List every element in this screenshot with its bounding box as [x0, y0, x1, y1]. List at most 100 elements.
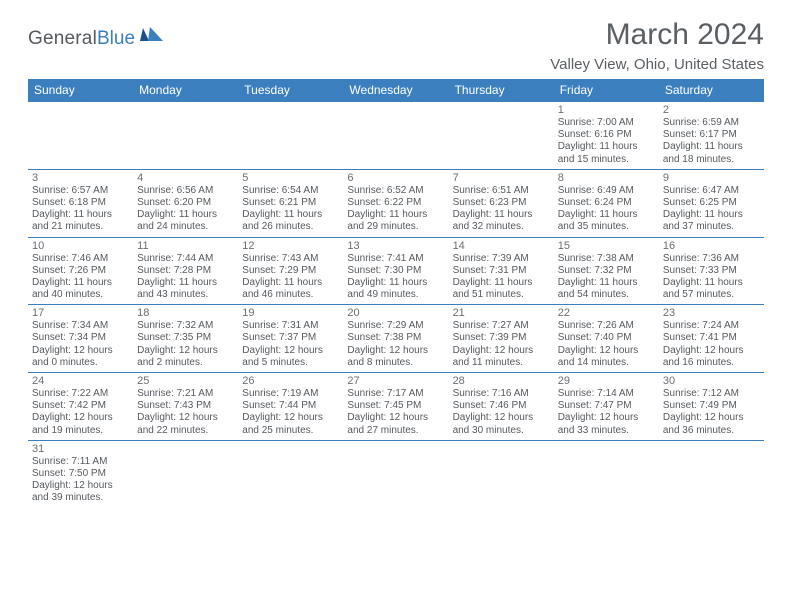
calendar-day-cell: 24Sunrise: 7:22 AMSunset: 7:42 PMDayligh…: [28, 373, 133, 441]
daylight-line-2: and 54 minutes.: [558, 289, 655, 301]
sunset-line: Sunset: 7:43 PM: [137, 400, 234, 412]
daylight-line-1: Daylight: 11 hours: [137, 277, 234, 289]
sunrise-line: Sunrise: 7:31 AM: [242, 320, 339, 332]
sunrise-line: Sunrise: 7:46 AM: [32, 253, 129, 265]
daylight-line-1: Daylight: 12 hours: [663, 345, 760, 357]
daylight-line-2: and 57 minutes.: [663, 289, 760, 301]
daylight-line-2: and 14 minutes.: [558, 357, 655, 369]
day-number: 11: [137, 240, 234, 252]
calendar-day-cell: 28Sunrise: 7:16 AMSunset: 7:46 PMDayligh…: [449, 373, 554, 441]
sunset-line: Sunset: 7:38 PM: [347, 332, 444, 344]
day-number: 2: [663, 104, 760, 116]
day-number: 26: [242, 375, 339, 387]
sunrise-line: Sunrise: 7:00 AM: [558, 117, 655, 129]
sunset-line: Sunset: 6:24 PM: [558, 197, 655, 209]
daylight-line-1: Daylight: 11 hours: [242, 277, 339, 289]
sunset-line: Sunset: 7:44 PM: [242, 400, 339, 412]
logo: General Blue: [28, 18, 164, 50]
calendar-empty-cell: [133, 440, 238, 507]
daylight-line-1: Daylight: 12 hours: [242, 412, 339, 424]
calendar-page: General Blue March 2024 Valley View, Ohi…: [0, 0, 792, 508]
sunrise-line: Sunrise: 7:16 AM: [453, 388, 550, 400]
sunrise-line: Sunrise: 7:44 AM: [137, 253, 234, 265]
sunrise-line: Sunrise: 6:54 AM: [242, 185, 339, 197]
calendar-day-cell: 10Sunrise: 7:46 AMSunset: 7:26 PMDayligh…: [28, 237, 133, 305]
calendar-day-cell: 31Sunrise: 7:11 AMSunset: 7:50 PMDayligh…: [28, 440, 133, 507]
sunset-line: Sunset: 7:47 PM: [558, 400, 655, 412]
daylight-line-2: and 29 minutes.: [347, 221, 444, 233]
day-header: Sunday: [28, 79, 133, 102]
daylight-line-1: Daylight: 12 hours: [347, 345, 444, 357]
calendar-day-cell: 11Sunrise: 7:44 AMSunset: 7:28 PMDayligh…: [133, 237, 238, 305]
sunrise-line: Sunrise: 6:59 AM: [663, 117, 760, 129]
sunrise-line: Sunrise: 7:27 AM: [453, 320, 550, 332]
day-number: 13: [347, 240, 444, 252]
calendar-day-cell: 26Sunrise: 7:19 AMSunset: 7:44 PMDayligh…: [238, 373, 343, 441]
daylight-line-2: and 11 minutes.: [453, 357, 550, 369]
calendar-empty-cell: [343, 440, 448, 507]
day-number: 17: [32, 307, 129, 319]
calendar-day-cell: 21Sunrise: 7:27 AMSunset: 7:39 PMDayligh…: [449, 305, 554, 373]
day-number: 19: [242, 307, 339, 319]
sunset-line: Sunset: 6:25 PM: [663, 197, 760, 209]
daylight-line-2: and 26 minutes.: [242, 221, 339, 233]
sunset-line: Sunset: 7:28 PM: [137, 265, 234, 277]
daylight-line-2: and 36 minutes.: [663, 425, 760, 437]
sunrise-line: Sunrise: 7:41 AM: [347, 253, 444, 265]
day-number: 21: [453, 307, 550, 319]
sunrise-line: Sunrise: 7:34 AM: [32, 320, 129, 332]
calendar-day-cell: 15Sunrise: 7:38 AMSunset: 7:32 PMDayligh…: [554, 237, 659, 305]
day-number: 9: [663, 172, 760, 184]
calendar-day-cell: 6Sunrise: 6:52 AMSunset: 6:22 PMDaylight…: [343, 169, 448, 237]
day-number: 20: [347, 307, 444, 319]
logo-word-general: General: [28, 28, 97, 50]
daylight-line-1: Daylight: 12 hours: [137, 345, 234, 357]
sunset-line: Sunset: 7:34 PM: [32, 332, 129, 344]
day-number: 31: [32, 443, 129, 455]
daylight-line-1: Daylight: 11 hours: [347, 209, 444, 221]
sunset-line: Sunset: 7:35 PM: [137, 332, 234, 344]
daylight-line-2: and 18 minutes.: [663, 154, 760, 166]
daylight-line-1: Daylight: 11 hours: [558, 209, 655, 221]
sunset-line: Sunset: 6:16 PM: [558, 129, 655, 141]
daylight-line-1: Daylight: 11 hours: [137, 209, 234, 221]
calendar-header-row: SundayMondayTuesdayWednesdayThursdayFrid…: [28, 79, 764, 102]
daylight-line-2: and 39 minutes.: [32, 492, 129, 504]
daylight-line-2: and 35 minutes.: [558, 221, 655, 233]
calendar-empty-cell: [659, 440, 764, 507]
day-number: 29: [558, 375, 655, 387]
logo-text: General Blue: [28, 28, 135, 50]
daylight-line-1: Daylight: 12 hours: [32, 412, 129, 424]
sunset-line: Sunset: 6:23 PM: [453, 197, 550, 209]
daylight-line-1: Daylight: 12 hours: [347, 412, 444, 424]
day-number: 3: [32, 172, 129, 184]
day-number: 10: [32, 240, 129, 252]
daylight-line-2: and 19 minutes.: [32, 425, 129, 437]
daylight-line-1: Daylight: 11 hours: [32, 277, 129, 289]
day-number: 24: [32, 375, 129, 387]
calendar-day-cell: 9Sunrise: 6:47 AMSunset: 6:25 PMDaylight…: [659, 169, 764, 237]
sunset-line: Sunset: 7:30 PM: [347, 265, 444, 277]
day-number: 14: [453, 240, 550, 252]
calendar-day-cell: 12Sunrise: 7:43 AMSunset: 7:29 PMDayligh…: [238, 237, 343, 305]
sunset-line: Sunset: 6:17 PM: [663, 129, 760, 141]
sunset-line: Sunset: 7:49 PM: [663, 400, 760, 412]
sunset-line: Sunset: 6:21 PM: [242, 197, 339, 209]
daylight-line-1: Daylight: 12 hours: [453, 412, 550, 424]
sunrise-line: Sunrise: 7:21 AM: [137, 388, 234, 400]
daylight-line-1: Daylight: 11 hours: [242, 209, 339, 221]
daylight-line-2: and 5 minutes.: [242, 357, 339, 369]
daylight-line-1: Daylight: 12 hours: [558, 345, 655, 357]
sunrise-line: Sunrise: 7:43 AM: [242, 253, 339, 265]
daylight-line-2: and 37 minutes.: [663, 221, 760, 233]
daylight-line-2: and 30 minutes.: [453, 425, 550, 437]
calendar-empty-cell: [343, 102, 448, 169]
flag-icon: [140, 25, 164, 46]
daylight-line-2: and 25 minutes.: [242, 425, 339, 437]
calendar-day-cell: 13Sunrise: 7:41 AMSunset: 7:30 PMDayligh…: [343, 237, 448, 305]
calendar-day-cell: 4Sunrise: 6:56 AMSunset: 6:20 PMDaylight…: [133, 169, 238, 237]
calendar-day-cell: 20Sunrise: 7:29 AMSunset: 7:38 PMDayligh…: [343, 305, 448, 373]
daylight-line-1: Daylight: 11 hours: [453, 277, 550, 289]
sunset-line: Sunset: 7:41 PM: [663, 332, 760, 344]
calendar-empty-cell: [28, 102, 133, 169]
